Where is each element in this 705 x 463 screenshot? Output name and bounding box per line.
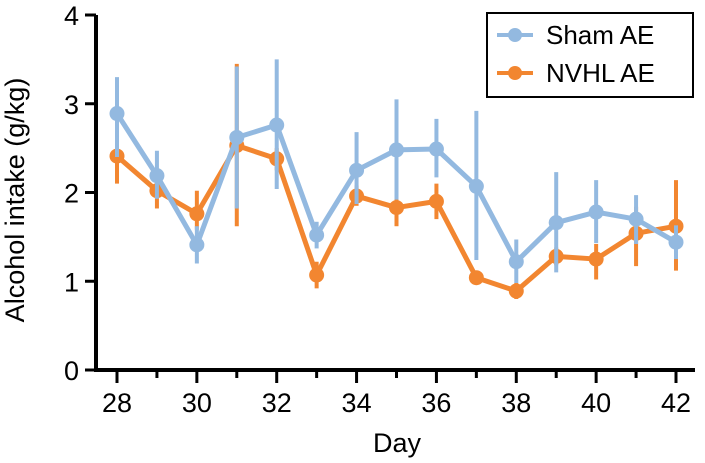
data-point-nvhl-ae bbox=[508, 283, 524, 299]
x-tick-label: 32 bbox=[262, 388, 292, 418]
y-tick-label: 3 bbox=[64, 90, 79, 120]
x-tick-label: 28 bbox=[102, 388, 132, 418]
data-point-nvhl-ae bbox=[588, 251, 604, 267]
x-tick-label: 36 bbox=[421, 388, 451, 418]
x-tick-label: 34 bbox=[342, 388, 372, 418]
x-tick-label: 38 bbox=[501, 388, 531, 418]
data-point-sham-ae bbox=[349, 162, 365, 178]
data-point-sham-ae bbox=[668, 234, 684, 250]
y-tick-label: 2 bbox=[64, 179, 79, 209]
data-point-nvhl-ae bbox=[309, 267, 325, 283]
data-point-sham-ae bbox=[468, 178, 484, 194]
legend-marker-sham-ae bbox=[508, 28, 522, 42]
data-point-sham-ae bbox=[628, 211, 644, 227]
data-point-sham-ae bbox=[189, 237, 205, 253]
data-point-nvhl-ae bbox=[428, 193, 444, 209]
legend-label-sham-ae: Sham AE bbox=[546, 20, 654, 50]
y-axis-title: Alcohol intake (g/kg) bbox=[0, 78, 30, 323]
x-tick-label: 40 bbox=[581, 388, 611, 418]
legend-marker-nvhl-ae bbox=[508, 66, 522, 80]
data-point-sham-ae bbox=[309, 227, 325, 243]
legend-box bbox=[486, 12, 694, 98]
data-point-nvhl-ae bbox=[389, 200, 404, 216]
series-sham-ae bbox=[109, 59, 684, 284]
data-point-sham-ae bbox=[109, 106, 125, 122]
legend: Sham AE NVHL AE bbox=[486, 12, 694, 98]
data-point-sham-ae bbox=[269, 117, 285, 133]
y-tick-label: 4 bbox=[64, 1, 79, 31]
data-point-nvhl-ae bbox=[468, 270, 484, 286]
data-point-sham-ae bbox=[548, 215, 564, 231]
data-point-sham-ae bbox=[588, 204, 604, 220]
data-point-nvhl-ae bbox=[189, 206, 205, 222]
data-point-sham-ae bbox=[428, 141, 444, 157]
data-point-sham-ae bbox=[229, 129, 245, 145]
x-tick-label: 42 bbox=[661, 388, 691, 418]
data-point-sham-ae bbox=[149, 168, 165, 184]
x-axis-title: Day bbox=[373, 428, 422, 458]
series-layer bbox=[109, 59, 684, 299]
legend-label-nvhl-ae: NVHL AE bbox=[546, 58, 655, 88]
data-point-sham-ae bbox=[389, 142, 404, 158]
y-tick-label: 0 bbox=[64, 356, 79, 386]
y-tick-label: 1 bbox=[64, 267, 79, 297]
x-tick-label: 30 bbox=[182, 388, 212, 418]
data-point-sham-ae bbox=[508, 254, 524, 270]
